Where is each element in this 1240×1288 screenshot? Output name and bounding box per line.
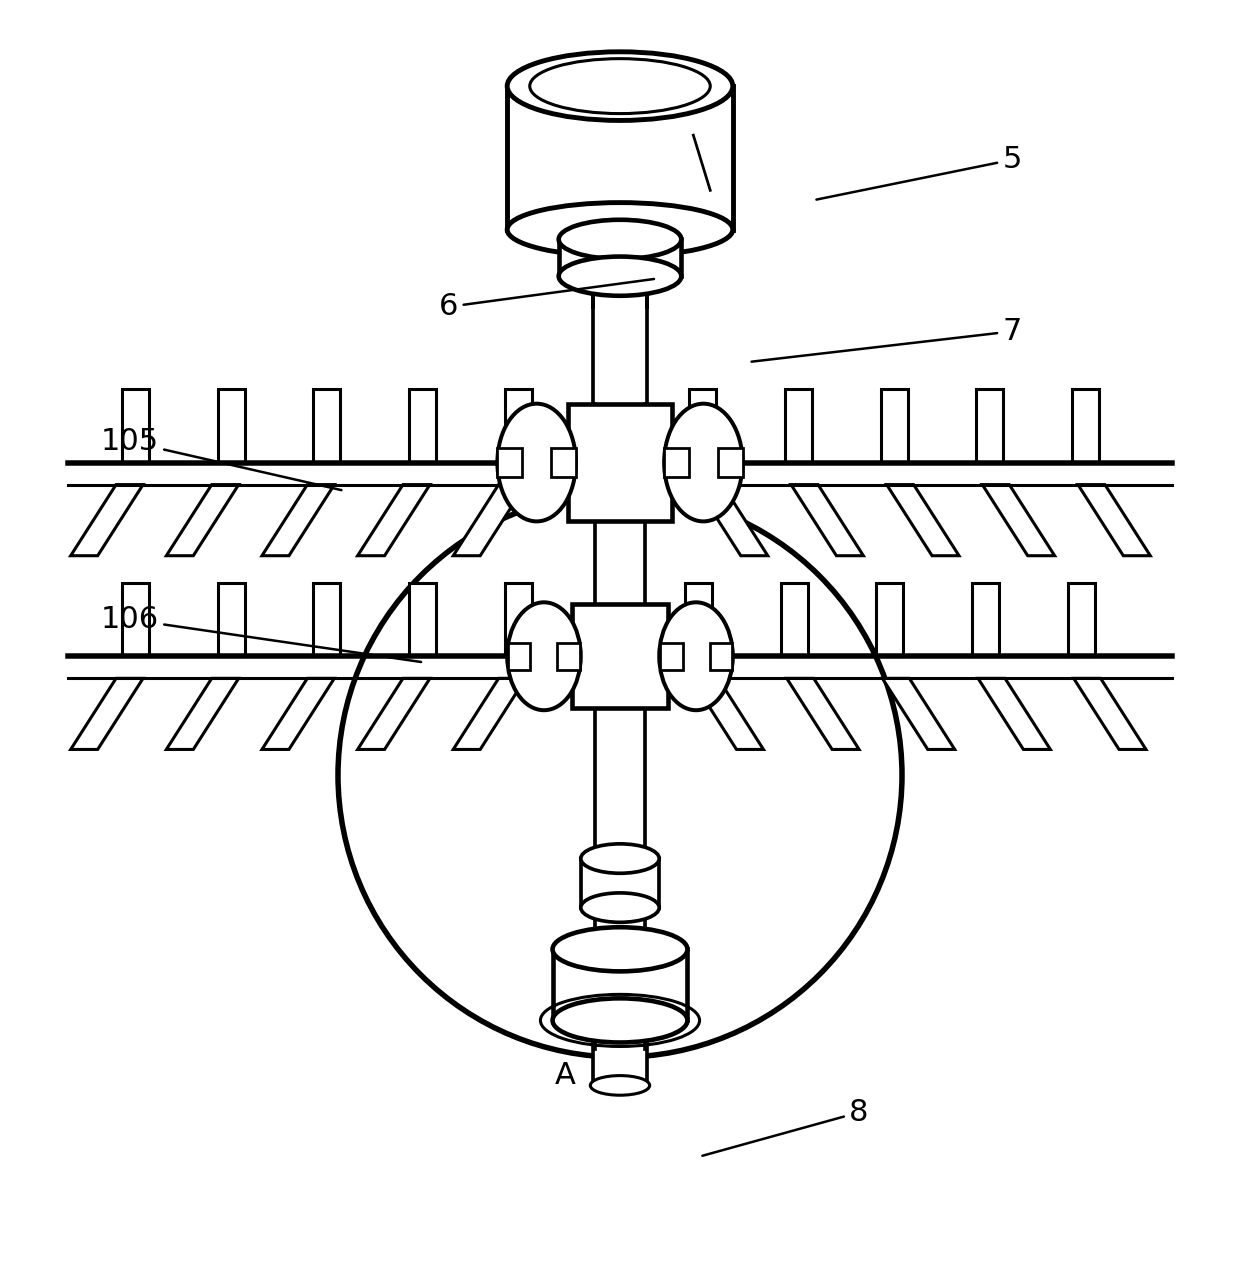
- Bar: [508, 643, 531, 670]
- Polygon shape: [1078, 484, 1151, 555]
- Polygon shape: [262, 484, 335, 555]
- Polygon shape: [166, 484, 238, 555]
- Bar: [505, 389, 532, 462]
- Bar: [709, 643, 732, 670]
- Bar: [976, 389, 1003, 462]
- Bar: [218, 389, 244, 462]
- Bar: [552, 448, 575, 478]
- Polygon shape: [696, 484, 768, 555]
- Ellipse shape: [507, 202, 733, 256]
- Bar: [684, 582, 712, 657]
- Polygon shape: [691, 679, 764, 750]
- Bar: [1071, 389, 1099, 462]
- Ellipse shape: [660, 603, 733, 710]
- Bar: [497, 448, 522, 478]
- Bar: [558, 643, 579, 670]
- Text: A: A: [554, 1061, 575, 1090]
- Bar: [409, 389, 436, 462]
- Bar: [123, 582, 149, 657]
- Bar: [880, 389, 908, 462]
- Ellipse shape: [507, 52, 733, 121]
- Bar: [568, 404, 672, 520]
- Ellipse shape: [507, 603, 580, 710]
- Polygon shape: [786, 679, 859, 750]
- Bar: [314, 389, 341, 462]
- Polygon shape: [357, 679, 430, 750]
- Polygon shape: [982, 484, 1055, 555]
- Polygon shape: [166, 679, 238, 750]
- Ellipse shape: [553, 927, 687, 971]
- Bar: [785, 389, 812, 462]
- Text: 8: 8: [702, 1097, 869, 1155]
- Polygon shape: [71, 484, 143, 555]
- Ellipse shape: [559, 256, 681, 296]
- Text: 5: 5: [816, 146, 1022, 200]
- Bar: [593, 276, 647, 307]
- Text: 7: 7: [751, 317, 1022, 362]
- Bar: [972, 582, 999, 657]
- Polygon shape: [454, 679, 526, 750]
- Text: 105: 105: [100, 428, 341, 491]
- Bar: [507, 86, 733, 229]
- Polygon shape: [454, 484, 526, 555]
- Polygon shape: [1074, 679, 1146, 750]
- Polygon shape: [883, 679, 955, 750]
- Bar: [593, 1042, 647, 1086]
- Bar: [593, 307, 647, 404]
- Bar: [689, 389, 717, 462]
- Bar: [580, 859, 660, 908]
- Bar: [595, 404, 645, 1048]
- Ellipse shape: [553, 998, 687, 1042]
- Polygon shape: [357, 484, 430, 555]
- Ellipse shape: [497, 403, 575, 522]
- Bar: [505, 582, 532, 657]
- Polygon shape: [262, 679, 335, 750]
- Bar: [661, 643, 682, 670]
- Ellipse shape: [580, 893, 660, 922]
- Ellipse shape: [665, 403, 743, 522]
- Polygon shape: [791, 484, 863, 555]
- Text: 6: 6: [439, 279, 653, 321]
- Bar: [1068, 582, 1095, 657]
- Bar: [572, 604, 668, 708]
- Bar: [781, 582, 807, 657]
- Bar: [409, 582, 436, 657]
- Text: 106: 106: [100, 605, 422, 662]
- Bar: [559, 240, 681, 276]
- Bar: [123, 389, 149, 462]
- Bar: [665, 448, 688, 478]
- Ellipse shape: [590, 1075, 650, 1095]
- Polygon shape: [978, 679, 1050, 750]
- Bar: [553, 949, 687, 1020]
- Polygon shape: [887, 484, 959, 555]
- Ellipse shape: [559, 220, 681, 259]
- Bar: [718, 448, 743, 478]
- Ellipse shape: [580, 844, 660, 873]
- Bar: [877, 582, 903, 657]
- Bar: [314, 582, 341, 657]
- Polygon shape: [71, 679, 143, 750]
- Bar: [218, 582, 244, 657]
- Ellipse shape: [529, 59, 711, 113]
